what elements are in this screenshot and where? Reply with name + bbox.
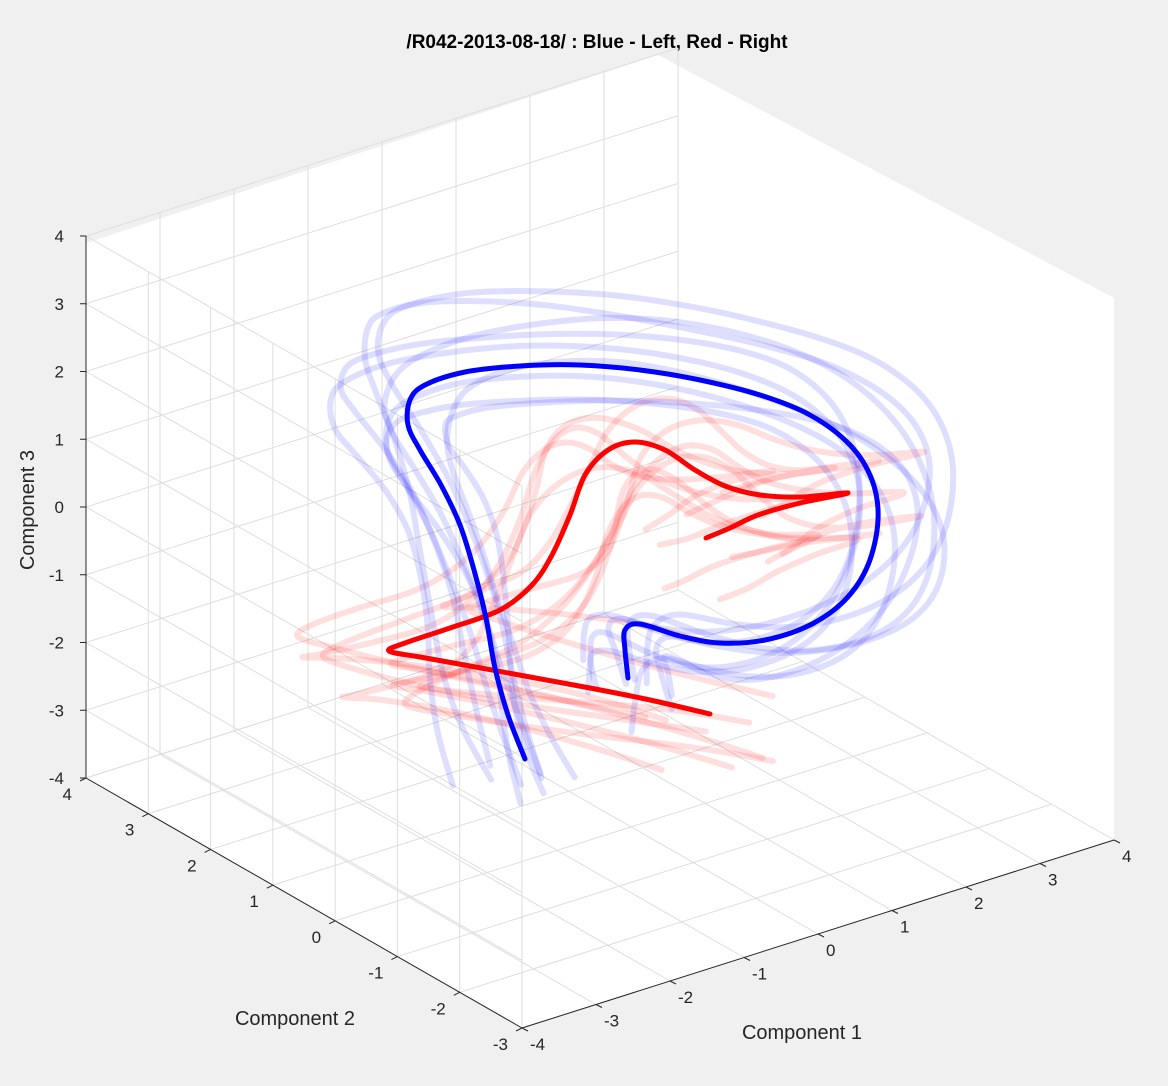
y-tick-label: 4 [63, 785, 72, 804]
right-trial-line [389, 491, 862, 771]
y-tick-mark [204, 848, 211, 853]
x-tick-mark [965, 886, 973, 891]
y-tick-mark [266, 884, 274, 889]
right-trial-line [465, 417, 928, 699]
grid-line [529, 636, 967, 888]
grid-line [148, 625, 741, 815]
x-tick-label: -2 [678, 988, 693, 1007]
x-tick-mark [521, 1027, 529, 1032]
y-tick-mark [391, 956, 398, 961]
left-trial-line [383, 396, 856, 788]
x-tick-label: 4 [1122, 847, 1131, 866]
x-tick-label: -1 [752, 965, 767, 984]
x-tick-label: 0 [826, 941, 835, 960]
grid-line [459, 803, 1052, 993]
left-mean-line [404, 362, 881, 762]
left-trial-line [381, 314, 938, 777]
z-tick-label: 1 [55, 430, 64, 449]
grid-line [381, 683, 819, 935]
left-trial-line [327, 342, 864, 789]
grid-line [307, 707, 745, 958]
right-trial-line [440, 395, 838, 647]
grid-line [85, 235, 523, 487]
grid-line [455, 660, 893, 911]
left-trial-line [441, 397, 921, 797]
right-trial-line [294, 439, 777, 721]
x-tick-mark [1113, 839, 1121, 844]
grid-line [210, 660, 803, 850]
axis-lines [79, 235, 1121, 1032]
y-tick-mark [515, 1027, 523, 1032]
grid-line [159, 754, 597, 1005]
y-tick-label: 0 [312, 928, 321, 947]
grid-line [85, 642, 523, 893]
z-tick-label: 2 [55, 363, 64, 382]
x-tick-mark [595, 1004, 603, 1008]
y-tick-label: -1 [368, 964, 383, 983]
left-trial-line [374, 288, 957, 781]
x-tick-label: -4 [530, 1035, 545, 1054]
z-tick-label: 3 [55, 295, 64, 314]
right-trial-line [339, 464, 822, 773]
grid-line [85, 318, 679, 508]
grid-line [272, 696, 866, 886]
axes-background [86, 55, 1114, 1028]
x-axis-label: Component 1 [742, 1022, 862, 1044]
z-axis-label: Component 3 [17, 450, 39, 570]
y-tick-label: 1 [249, 892, 258, 911]
grid-line [603, 613, 1041, 864]
x-tick-label: -3 [604, 1012, 619, 1031]
grid-line [85, 250, 679, 440]
right-mean-line [386, 439, 851, 717]
grid-line [85, 521, 679, 711]
grid-line [677, 589, 1115, 841]
left-trial-line [382, 372, 898, 807]
mean-trajectories [386, 362, 881, 762]
z-tick-label: -1 [49, 566, 64, 585]
y-tick-label: -3 [493, 1035, 508, 1054]
grid-line [85, 506, 523, 758]
grid-line [85, 183, 679, 372]
z-tick-label: -3 [49, 701, 64, 720]
x-tick-mark [743, 957, 751, 961]
grid-line [85, 438, 523, 690]
x-tick-label: 3 [1048, 871, 1057, 890]
y-tick-label: -2 [431, 999, 446, 1018]
x-tick-label: 1 [900, 918, 909, 937]
z-tick-label: 4 [55, 227, 64, 246]
x-tick-mark [1039, 863, 1047, 867]
grid-line [397, 768, 990, 958]
grid-line [233, 730, 671, 982]
grid-line [334, 732, 928, 922]
y-tick-label: 3 [125, 821, 134, 840]
z-tick-label: 0 [55, 498, 64, 517]
grid-line [85, 574, 523, 826]
x-tick-mark [669, 980, 677, 985]
right-trial-line [319, 414, 882, 735]
x-tick-mark [891, 910, 899, 914]
grid-line [85, 115, 679, 305]
grid-line [85, 589, 679, 779]
y-axis-label: Component 2 [235, 1008, 355, 1030]
x-tick-label: 2 [974, 894, 983, 913]
z-tick-label: -4 [49, 769, 64, 788]
x-tick-mark [817, 933, 825, 938]
grid-line [85, 386, 679, 576]
grid-line [85, 371, 523, 622]
y-tick-mark [453, 991, 460, 996]
left-trial-line [361, 298, 933, 783]
y-tick-mark [142, 813, 149, 818]
grid-line [85, 303, 523, 555]
grid-line [85, 47, 679, 237]
chart-title: /R042-2013-08-18/ : Blue - Left, Red - R… [406, 32, 788, 53]
faint-trials [294, 288, 957, 807]
z-tick-label: -2 [49, 634, 64, 653]
y-tick-mark [328, 920, 336, 925]
y-tick-label: 2 [187, 856, 196, 875]
y-axis-line [85, 777, 523, 1029]
grid-line [85, 709, 523, 961]
